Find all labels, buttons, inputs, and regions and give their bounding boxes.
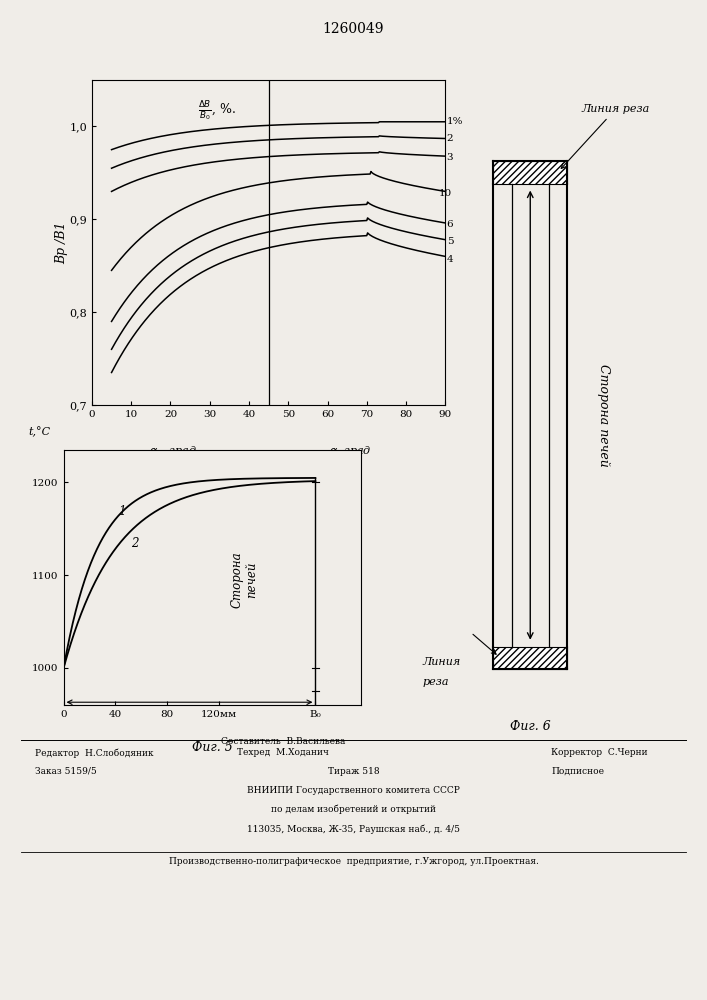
Text: 2: 2 [131, 537, 139, 550]
Text: 113035, Москва, Ж-35, Раушская наб., д. 4/5: 113035, Москва, Ж-35, Раушская наб., д. … [247, 824, 460, 834]
Bar [493, 161, 567, 184]
Text: по делам изобретений и открытий: по делам изобретений и открытий [271, 805, 436, 814]
Text: реза: реза [423, 677, 449, 687]
Text: Производственно-полиграфическое  предприятие, г.Ужгород, ул.Проектная.: Производственно-полиграфическое предприя… [168, 857, 539, 866]
Y-axis label: Bp /B1: Bp /B1 [55, 221, 68, 264]
Text: Заказ 5159/5: Заказ 5159/5 [35, 767, 97, 776]
Text: Линия реза: Линия реза [561, 104, 650, 168]
Text: Линия: Линия [423, 657, 461, 667]
Text: 6: 6 [447, 220, 453, 229]
Text: t,°C: t,°C [28, 427, 50, 437]
Text: $\alpha_n$, град: $\alpha_n$, град [149, 444, 197, 458]
Text: Тираж 518: Тираж 518 [327, 767, 380, 776]
Text: Техред  М.Ходанич: Техред М.Ходанич [237, 748, 329, 757]
Text: $\frac{\Delta B}{B_0}$, %.: $\frac{\Delta B}{B_0}$, %. [198, 100, 236, 123]
Text: ВНИИПИ Государственного комитета СССР: ВНИИПИ Государственного комитета СССР [247, 786, 460, 795]
Text: 1: 1 [118, 505, 125, 518]
Text: Сторона печей: Сторона печей [597, 364, 610, 467]
Text: Фиг. 6: Фиг. 6 [510, 720, 551, 733]
Text: 5: 5 [447, 237, 453, 246]
Text: 1260049: 1260049 [323, 22, 384, 36]
Text: Фиг. 5: Фиг. 5 [192, 741, 233, 754]
Text: Фиг. 4: Фиг. 4 [248, 460, 289, 473]
Text: 10: 10 [439, 189, 452, 198]
Text: Корректор  С.Черни: Корректор С.Черни [551, 748, 648, 757]
Text: Подписное: Подписное [551, 767, 604, 776]
Text: 3: 3 [447, 153, 453, 162]
Text: Редактор  Н.Слободяник: Редактор Н.Слободяник [35, 748, 154, 758]
Text: Составитель  В.Васильева: Составитель В.Васильева [221, 737, 345, 746]
Text: 1%: 1% [447, 117, 463, 126]
Bar [493, 647, 567, 669]
Text: $\alpha$, град: $\alpha$, град [329, 444, 371, 458]
Text: 2: 2 [447, 134, 453, 143]
Text: Сторона
печей: Сторона печей [230, 552, 258, 608]
Text: 4: 4 [447, 255, 453, 264]
